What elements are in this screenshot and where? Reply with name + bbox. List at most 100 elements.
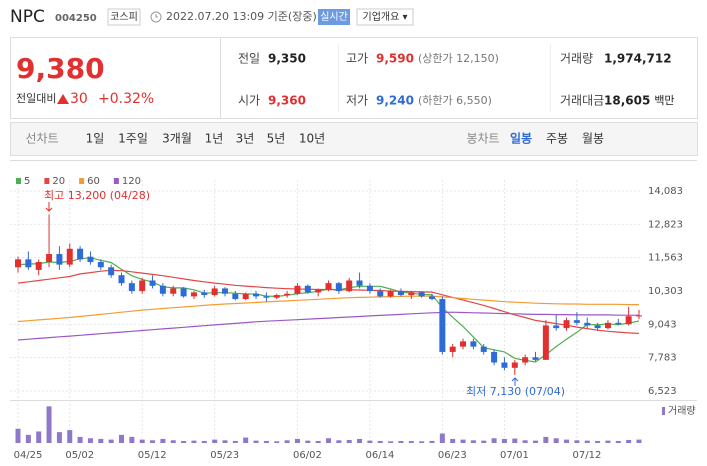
candle-body [66,248,73,265]
tab[interactable]: 주봉 [546,132,568,146]
stat-label: 고가 [346,52,368,66]
change: 30 [70,91,88,107]
stat-extra: (상한가 12,150) [418,52,499,65]
candle-body [87,256,94,262]
legend-swatch [662,407,665,415]
volume-bar [191,440,197,443]
volume-bar [398,440,404,443]
candle-body [387,291,394,297]
volume-bar [522,440,528,443]
tab[interactable]: 1주일 [118,132,148,146]
volume-bar [574,440,580,443]
tab[interactable]: 5년 [267,132,286,146]
candle-body [232,293,239,300]
candle-body [594,325,601,329]
volume-bar [253,440,259,443]
candle-body [315,289,322,293]
candle-body [335,283,342,292]
ma-line [17,311,639,341]
legend-label: 120 [122,176,141,187]
candle-body [180,288,187,297]
candle-body [242,293,249,300]
stat-extra: (하한가 6,550) [418,93,492,107]
volume-bar [77,436,83,443]
clock-hand [155,14,158,18]
tab[interactable]: 1년 [205,132,224,146]
legend-swatch [16,178,21,184]
candle-body [170,288,177,294]
volume-bar [201,440,207,443]
stat-label: 거래대금 [560,94,604,108]
volume-bar [67,430,73,443]
volume-bar [357,438,363,443]
change-pct: +0.32% [98,91,154,107]
candle-body [573,320,580,323]
volume-bar [512,438,518,443]
candle-body [563,320,570,329]
volume-bar [336,440,342,443]
volume-bar [533,440,538,443]
stat-value: 9,350 [268,52,306,66]
market: 코스피 [110,11,138,23]
tab[interactable]: 월봉 [582,132,604,146]
candle-body [429,296,435,300]
candle-body [149,280,156,286]
stock-code: 004250 [55,13,97,24]
y-tick-label: 11,563 [648,253,683,264]
volume-bar [119,434,124,443]
volume-bar [481,440,487,443]
volume-bar [36,431,42,443]
tab-bar [10,122,698,156]
candle-body [325,283,332,290]
volume-bar [305,440,311,443]
legend-label: 20 [52,176,65,187]
stock-name: NPC [10,7,45,27]
volume-bar [15,428,21,443]
volume-bar [564,439,570,443]
legend-label: 5 [24,176,30,187]
company-info[interactable]: 기업개요 ▾ [363,10,408,23]
volume-bar [460,439,466,443]
candle-body [304,285,311,293]
volume-bar [491,438,497,443]
candle-body [128,283,135,292]
volume-bar [470,440,476,443]
candle-body [201,292,208,296]
volume-bar [46,406,52,443]
candle-body [294,285,301,294]
legend-swatch [44,178,50,184]
tab-label: 선차트 [25,132,58,146]
candle-body [273,295,280,298]
legend-swatch [113,178,119,184]
volume-bar [170,440,176,443]
candle-body [211,288,218,296]
volume-bar [501,438,507,443]
candle-body [253,293,260,297]
tab[interactable]: 일봉 [510,132,532,146]
realtime-badge[interactable] [318,9,350,25]
tab[interactable]: 3년 [236,132,255,146]
candle-body [108,267,115,276]
volume-bar [553,438,559,443]
tab[interactable]: 3개월 [162,132,192,146]
up-triangle [57,94,69,104]
x-tick-label: 06/23 [438,450,467,461]
low-arrow [511,377,519,386]
volume-bar [626,439,632,443]
volume-bar [543,436,549,443]
candle-body [408,292,415,296]
company-badge[interactable] [356,8,414,26]
y-tick-label: 9,043 [648,319,677,330]
volume-bar [150,440,156,443]
candle-body [159,285,166,294]
volume-bar [408,441,414,443]
tab[interactable]: 10년 [299,132,325,146]
volume-bar [429,440,435,443]
candle-body [439,299,446,352]
volume-bar [346,439,352,443]
tab-label: 봉차트 [466,132,499,146]
realtime[interactable]: 실시간 [320,11,348,23]
tab[interactable]: 1일 [86,132,105,146]
volume-bar [636,439,642,443]
candle-body [56,254,63,265]
